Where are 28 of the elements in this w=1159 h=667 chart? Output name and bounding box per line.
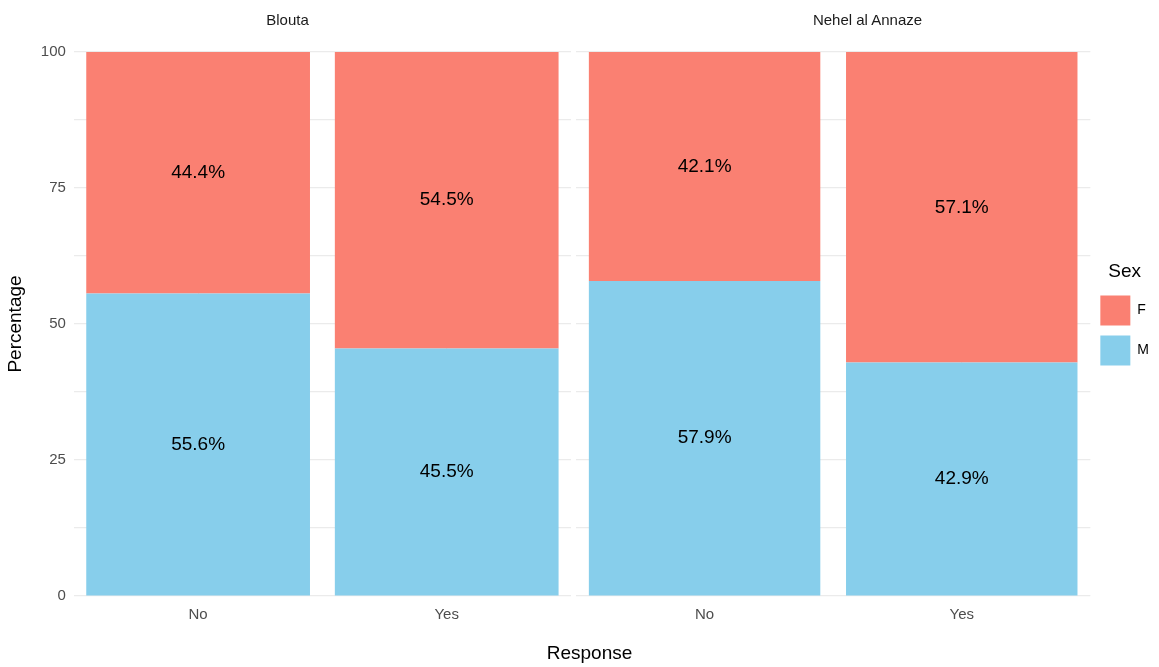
x-tick-label: Yes [434, 605, 459, 623]
y-axis-title: Percentage [3, 275, 25, 373]
y-tick-label: 25 [49, 450, 66, 468]
bar [86, 52, 310, 294]
legend-label: M [1137, 341, 1150, 358]
data-label: 42.1% [677, 154, 732, 176]
data-label: 44.4% [171, 161, 226, 182]
data-label: 42.9% [934, 467, 989, 489]
y-tick-label: 75 [49, 178, 66, 196]
data-label: 57.9% [677, 426, 732, 448]
chart-title: Blouta [266, 11, 310, 29]
x-tick-label: No [694, 605, 715, 623]
bar [334, 52, 559, 349]
chart-title: Nehel al Annaze [812, 11, 923, 29]
data-label: 57.1% [934, 195, 989, 217]
x-tick-label: Yes [949, 605, 974, 623]
x-axis-title: Response [545, 642, 634, 664]
y-tick-label: 100 [40, 42, 66, 60]
data-label: 55.6% [171, 432, 226, 454]
bar [334, 348, 559, 596]
y-tick-label: 50 [49, 314, 66, 332]
y-tick-label: 0 [57, 586, 66, 604]
data-label: 45.5% [419, 460, 474, 482]
x-tick-label: No [188, 605, 208, 623]
legend-title: Sex [1108, 260, 1142, 282]
bar [86, 293, 310, 596]
legend-label: F [1137, 301, 1146, 318]
data-label: 54.5% [419, 188, 474, 210]
